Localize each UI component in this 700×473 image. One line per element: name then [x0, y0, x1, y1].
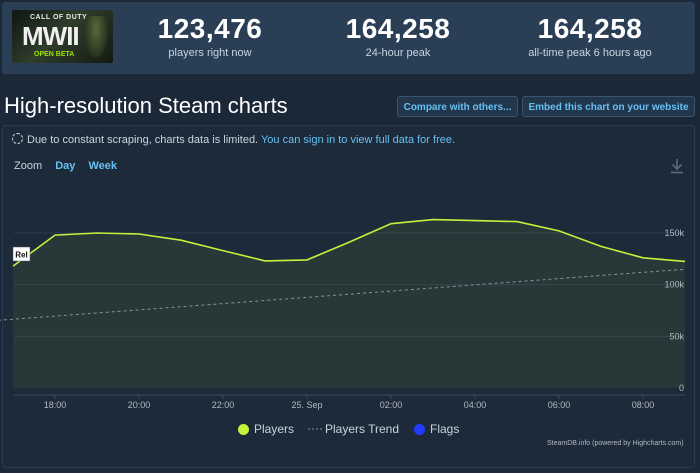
flag-label: Rel	[15, 251, 27, 260]
x-tick-label: 02:00	[380, 400, 403, 410]
download-icon[interactable]	[670, 158, 684, 174]
legend-players[interactable]: Players	[238, 422, 294, 436]
y-tick-label: 100k	[664, 280, 684, 290]
zoom-controls: Zoom Day Week	[14, 160, 117, 172]
page-title: High-resolution Steam charts	[4, 93, 288, 118]
legend-label: Flags	[430, 422, 460, 436]
compare-button[interactable]: Compare with others...	[397, 96, 518, 117]
stat-value: 164,258	[537, 13, 643, 44]
y-tick-label: 150k	[664, 228, 684, 238]
stat-all-time-peak: 164,258 all-time peak 6 hours ago	[510, 13, 670, 60]
x-tick-label: 20:00	[128, 400, 151, 410]
game-logo[interactable]: CALL OF DUTY MWII OPEN BETA	[12, 10, 113, 63]
flag-marker[interactable]: Rel	[12, 246, 31, 262]
stat-24h-peak: 164,258 24-hour peak	[328, 13, 468, 60]
legend-flags[interactable]: Flags	[414, 422, 459, 436]
stat-value: 123,476	[157, 13, 263, 44]
logo-beta-text: OPEN BETA	[34, 51, 75, 58]
x-tick-label: 25. Sep	[291, 400, 322, 410]
players-trend-line	[0, 268, 686, 321]
x-tick-label: 08:00	[632, 400, 655, 410]
chart-panel	[2, 125, 695, 468]
y-tick-label: 0	[679, 383, 684, 393]
x-tick-label: 04:00	[464, 400, 487, 410]
players-area	[13, 219, 685, 388]
notice-text: Due to constant scraping, charts data is…	[27, 134, 259, 146]
logo-mark-text: MWII	[22, 21, 80, 51]
sign-in-link[interactable]: You can sign in to view full data for fr…	[260, 134, 456, 146]
zoom-label: Zoom	[14, 160, 43, 172]
trend-legend-line-icon	[308, 428, 322, 430]
logo-top-text: CALL OF DUTY	[30, 14, 88, 21]
stat-label: players right now	[168, 47, 252, 59]
stat-label: all-time peak 6 hours ago	[528, 47, 652, 59]
stats-bar	[2, 2, 695, 74]
legend-label: Players	[254, 422, 295, 436]
players-line	[12, 218, 686, 267]
legend-players-trend[interactable]: Players Trend	[308, 422, 399, 436]
stat-current-players: 123,476 players right now	[140, 13, 280, 60]
x-tick-label: 06:00	[548, 400, 571, 410]
x-tick-label: 22:00	[212, 400, 235, 410]
zoom-week-button[interactable]: Week	[88, 160, 117, 172]
data-limit-notice: Due to constant scraping, charts data is…	[12, 133, 455, 146]
stat-value: 164,258	[345, 13, 451, 44]
x-tick-label: 18:00	[44, 400, 67, 410]
players-legend-dot-icon	[238, 423, 249, 435]
chart-credits[interactable]: SteamDB.info (powered by Highcharts.com)	[547, 440, 684, 447]
flag-box	[12, 246, 31, 262]
stat-label: 24-hour peak	[365, 47, 431, 59]
legend-label: Players Trend	[325, 422, 400, 436]
flags-legend-dot-icon	[414, 423, 425, 435]
embed-chart-button[interactable]: Embed this chart on your website	[522, 96, 695, 117]
y-tick-label: 50k	[669, 331, 684, 341]
soldier-art	[83, 16, 109, 60]
zoom-day-button[interactable]: Day	[55, 160, 76, 172]
loading-spinner-icon	[12, 133, 23, 144]
